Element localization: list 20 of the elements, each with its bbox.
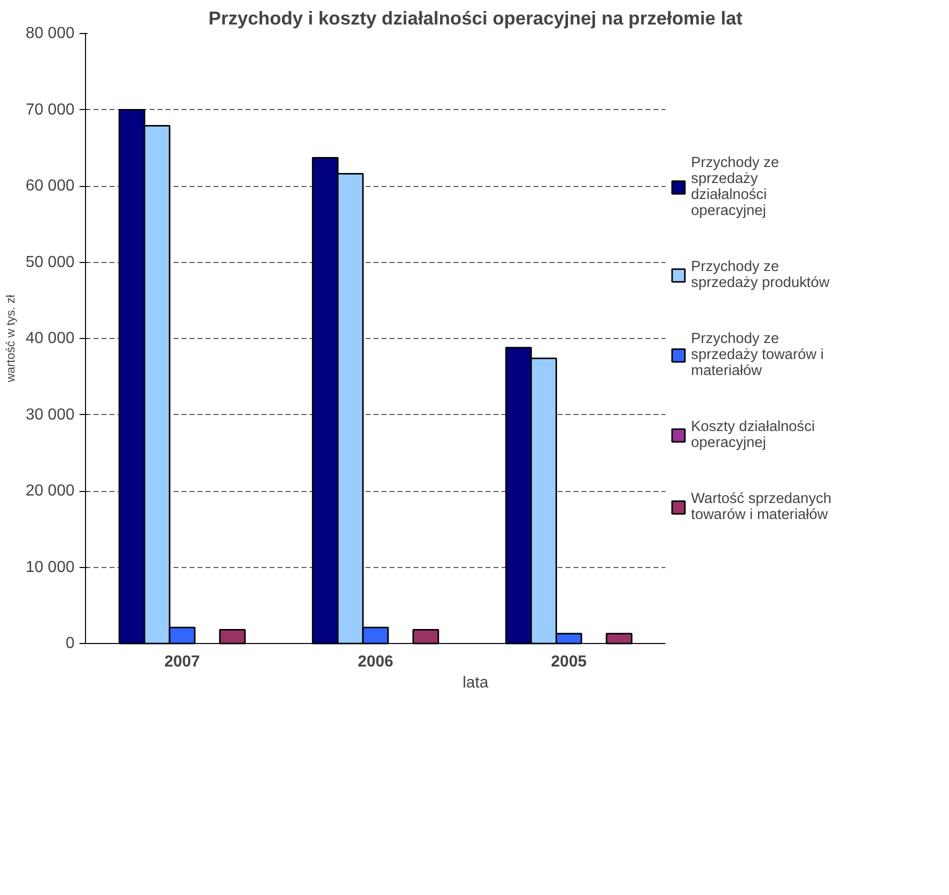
legend-label: Przychody ze sprzedaży produktów <box>691 259 830 291</box>
x-tick-label: 2005 <box>551 654 587 670</box>
x-tick-label: 2007 <box>164 654 200 670</box>
y-tick-label: 0 <box>66 635 75 652</box>
y-tick-label: 30 000 <box>26 406 75 424</box>
y-tick-label: 50 000 <box>26 254 75 271</box>
legend-label: Przychody ze sprzedaży działalności operacyjnej <box>691 155 780 219</box>
x-axis-title: lata <box>462 674 488 692</box>
legend-label: Wartość sprzedanych towarów i materiałów <box>691 491 832 523</box>
legend-label: Koszty działalności operacyjnej <box>691 419 816 451</box>
chart-title: Przychody i koszty działalności operacyjnej na przełomie lat <box>208 8 742 28</box>
x-tick-label: 2006 <box>358 654 394 670</box>
y-axis-title: wartość w tys. zł <box>4 294 18 384</box>
legend-label: Przychody ze sprzedaży towarów i materiałów <box>691 331 825 379</box>
y-tick-label: 10 000 <box>26 558 75 576</box>
y-tick-label: 60 000 <box>26 178 75 194</box>
y-tick-label: 20 000 <box>26 482 75 500</box>
y-tick-label: 40 000 <box>26 330 75 347</box>
y-tick-label: 80 000 <box>26 25 75 42</box>
y-tick-label: 70 000 <box>26 101 75 118</box>
